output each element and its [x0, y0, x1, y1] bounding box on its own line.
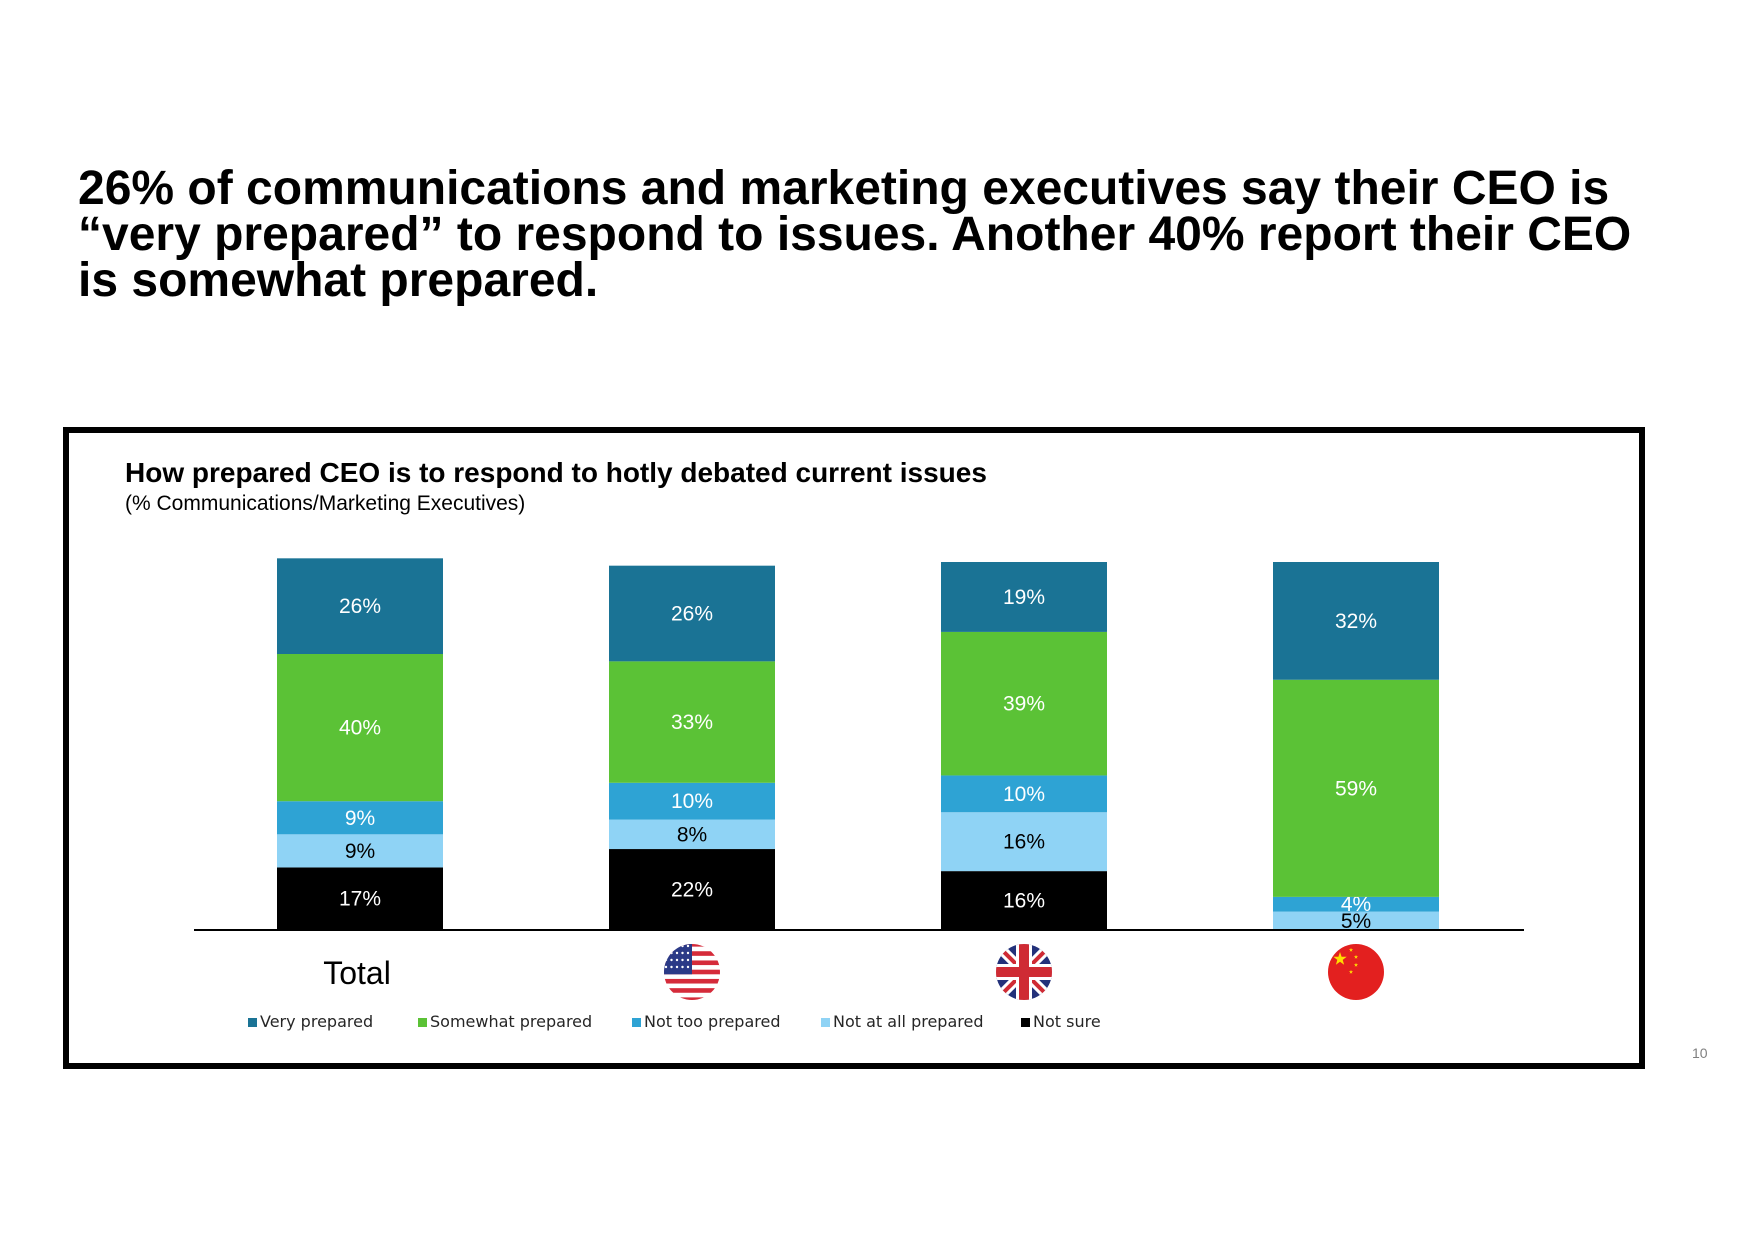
headline-line-1: 26% of communications and marketing exec… — [78, 162, 1610, 215]
bar-total-not-too-prepared — [277, 801, 443, 835]
bar-united-states-not-at-all-prepared — [609, 819, 775, 850]
data-label-china-not-too-prepared: 4% — [1341, 893, 1371, 916]
bar-united-states-very-prepared — [609, 565, 775, 662]
legend-swatch-not-sure — [1021, 1018, 1030, 1027]
china-flag-icon — [1328, 944, 1384, 1000]
chart-title: How prepared CEO is to respond to hotly … — [125, 457, 987, 488]
uk-flag-icon — [996, 944, 1052, 1000]
legend-label-not-too-prepared: Not too prepared — [644, 1012, 780, 1031]
data-label-total-very-prepared: 26% — [339, 595, 381, 618]
data-label-united-states-not-too-prepared: 10% — [671, 790, 713, 813]
legend-label-not-at-all-prepared: Not at all prepared — [833, 1012, 983, 1031]
bar-united-kingdom-not-too-prepared — [941, 775, 1107, 813]
bar-united-states-not-sure — [609, 849, 775, 930]
data-label-united-kingdom-not-sure: 16% — [1003, 890, 1045, 913]
headline-line-3: is somewhat prepared. — [78, 254, 599, 307]
bar-total-not-at-all-prepared — [277, 834, 443, 868]
bar-china-somewhat-prepared — [1273, 679, 1439, 897]
legend-swatch-not-too-prepared — [632, 1018, 641, 1027]
legend-item-not-at-all-prepared: Not at all prepared — [821, 1012, 983, 1031]
legend-label-somewhat-prepared: Somewhat prepared — [430, 1012, 592, 1031]
data-label-total-not-at-all-prepared: 9% — [345, 840, 375, 863]
page-number: 10 — [1692, 1045, 1708, 1061]
bar-united-kingdom-very-prepared — [941, 562, 1107, 632]
data-label-united-kingdom-very-prepared: 19% — [1003, 586, 1045, 609]
chart-frame — [63, 427, 1645, 1069]
data-label-united-states-somewhat-prepared: 33% — [671, 711, 713, 734]
bar-united-states-somewhat-prepared — [609, 661, 775, 783]
bar-china-not-at-all-prepared — [1273, 911, 1439, 930]
data-label-united-kingdom-not-too-prepared: 10% — [1003, 783, 1045, 806]
legend-item-very-prepared: Very prepared — [248, 1012, 373, 1031]
bar-china-not-too-prepared — [1273, 896, 1439, 912]
legend-swatch-not-at-all-prepared — [821, 1018, 830, 1027]
bar-united-kingdom-not-sure — [941, 871, 1107, 930]
data-label-united-kingdom-somewhat-prepared: 39% — [1003, 693, 1045, 716]
data-label-total-somewhat-prepared: 40% — [339, 717, 381, 740]
chart-subtitle: (% Communications/Marketing Executives) — [125, 492, 526, 515]
bar-china-very-prepared — [1273, 562, 1439, 680]
data-label-united-states-not-sure: 22% — [671, 879, 713, 902]
legend-label-very-prepared: Very prepared — [260, 1012, 373, 1031]
data-label-china-somewhat-prepared: 59% — [1335, 777, 1377, 800]
legend-item-not-too-prepared: Not too prepared — [632, 1012, 780, 1031]
legend-swatch-somewhat-prepared — [418, 1018, 427, 1027]
data-label-united-states-not-at-all-prepared: 8% — [677, 823, 707, 846]
legend-swatch-very-prepared — [248, 1018, 257, 1027]
headline-line-2: “very prepared” to respond to issues. An… — [78, 208, 1632, 261]
legend-item-not-sure: Not sure — [1021, 1012, 1101, 1031]
bar-united-states-not-too-prepared — [609, 782, 775, 820]
x-tick-label-total: Total — [323, 955, 391, 991]
data-label-total-not-too-prepared: 9% — [345, 807, 375, 830]
data-label-total-not-sure: 17% — [339, 888, 381, 911]
bar-united-kingdom-somewhat-prepared — [941, 631, 1107, 776]
legend-item-somewhat-prepared: Somewhat prepared — [418, 1012, 592, 1031]
bar-total-not-sure — [277, 867, 443, 930]
data-label-china-not-at-all-prepared: 5% — [1341, 910, 1371, 933]
us-flag-icon — [664, 944, 720, 1000]
data-label-china-very-prepared: 32% — [1335, 610, 1377, 633]
bar-total-somewhat-prepared — [277, 654, 443, 802]
bar-united-kingdom-not-at-all-prepared — [941, 812, 1107, 872]
bar-total-very-prepared — [277, 558, 443, 654]
legend-label-not-sure: Not sure — [1033, 1012, 1101, 1031]
data-label-united-states-very-prepared: 26% — [671, 603, 713, 626]
slide-headline: 26% of communications and marketing exec… — [78, 162, 1678, 307]
data-label-united-kingdom-not-at-all-prepared: 16% — [1003, 831, 1045, 854]
